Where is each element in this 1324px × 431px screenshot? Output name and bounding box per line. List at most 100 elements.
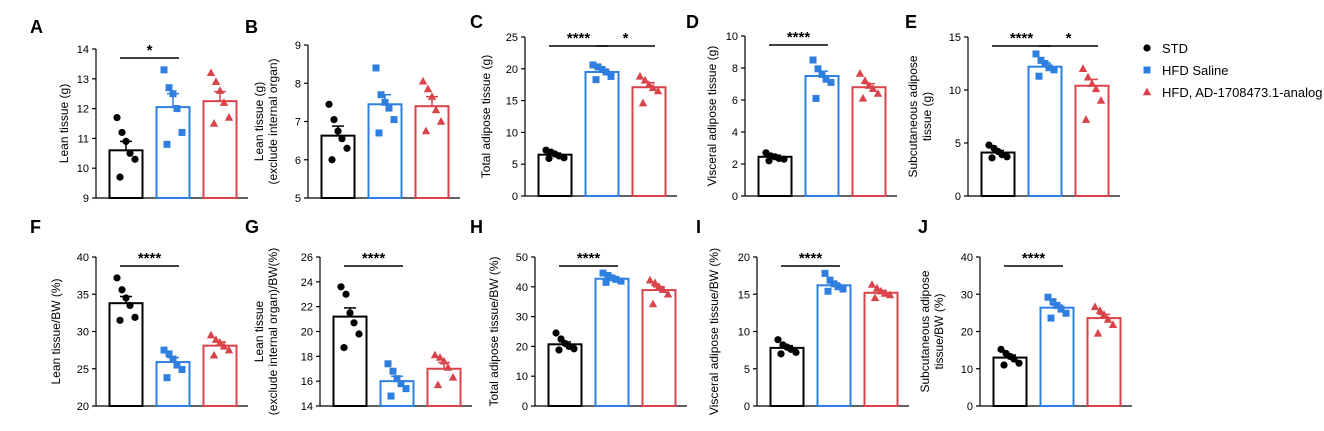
y-axis-label-line: Subcutaneous adipose [906, 55, 920, 177]
data-point [343, 144, 351, 152]
y-tick-label: 5 [744, 364, 750, 376]
data-point [206, 68, 216, 77]
y-tick-label: 40 [516, 282, 528, 294]
legend-marker [1142, 87, 1152, 96]
data-point [436, 117, 446, 125]
bar-hfd-ad-1708473-1-analog [631, 86, 667, 197]
y-axis-label: Visceral adipose tissue/BW (%) [707, 248, 721, 415]
y-axis-label: Lean tissue (g) [57, 84, 71, 163]
data-point [116, 316, 124, 324]
data-point [638, 98, 648, 107]
panel-h: H 0 10 20 30 40 50 Total adipose tissue/BW (%) *… [470, 217, 687, 413]
data-point [350, 319, 358, 327]
bar-hfd-saline [804, 75, 840, 197]
data-point [160, 346, 168, 354]
data-point [812, 94, 820, 102]
data-point [423, 84, 433, 93]
data-point [355, 330, 363, 338]
panel-label: F [30, 217, 41, 237]
data-point [607, 72, 615, 80]
data-point [774, 336, 782, 344]
data-point [1035, 72, 1043, 80]
bar-hfd-ad-1708473-1-analog [863, 291, 899, 408]
y-tick-label: 10 [738, 327, 750, 339]
data-point [592, 76, 600, 84]
data-point [873, 89, 883, 97]
data-point [598, 65, 606, 73]
y-tick-label: 5 [512, 159, 518, 171]
significance-label: **** [1022, 250, 1046, 267]
data-point [612, 275, 620, 283]
panel-f: F 20 25 30 35 40 Lean tissue/BW (%) **** [30, 217, 248, 413]
data-point [224, 345, 234, 354]
y-axis-label-line: Visceral adipose tissue (g) [705, 46, 719, 187]
panel-label: A [30, 17, 43, 37]
data-point [552, 329, 560, 337]
y-tick-label: 9 [83, 193, 89, 205]
data-point [589, 61, 597, 69]
data-point [648, 83, 658, 92]
bar-hfd-saline [584, 70, 620, 197]
data-point [821, 269, 829, 277]
y-axis-label-line: Total adipose tissue/BW (%) [487, 256, 501, 406]
data-point [824, 287, 832, 295]
bar-hfd-ad-1708473-1-analog [202, 100, 238, 199]
data-point [427, 92, 437, 100]
y-tick-label: 10 [77, 163, 89, 175]
data-point [650, 278, 660, 287]
data-point [654, 282, 664, 290]
data-point [375, 129, 383, 137]
legend-label: HFD Saline [1162, 63, 1228, 78]
data-point [867, 280, 877, 288]
data-point [421, 126, 431, 135]
data-point [402, 385, 410, 393]
y-tick-label: 16 [301, 376, 313, 388]
y-axis-label-line: Visceral adipose tissue/BW (%) [707, 248, 721, 415]
bar-hfd-saline [594, 277, 630, 407]
panel-label: C [470, 12, 483, 32]
y-tick-label: 13 [77, 74, 89, 86]
significance-label: **** [362, 250, 386, 267]
y-tick-label: 2 [732, 159, 738, 171]
y-tick-label: 26 [301, 252, 313, 264]
y-axis-label: Lean tissue(exclude internal organ)/BW(%… [252, 248, 280, 415]
panel-label: G [245, 217, 259, 237]
bar-std [332, 315, 368, 408]
data-point [385, 104, 393, 112]
data-point [215, 86, 225, 94]
data-point [872, 283, 882, 292]
panel-label: J [918, 217, 928, 237]
data-point [173, 361, 181, 369]
data-point [215, 338, 225, 346]
data-point [1032, 50, 1040, 58]
data-point [1000, 361, 1008, 369]
data-point [173, 105, 181, 113]
y-tick-label: 6 [295, 155, 301, 167]
data-point [570, 345, 578, 353]
y-tick-label: 18 [301, 351, 313, 363]
y-tick-label: 20 [301, 327, 313, 339]
data-point [209, 350, 219, 359]
y-tick-label: 0 [512, 191, 518, 203]
y-axis-label-line: Subcutaneous adipose [918, 270, 932, 392]
data-point [334, 127, 342, 135]
data-point [653, 86, 663, 95]
data-point [433, 380, 443, 389]
y-axis-label: Subcutaneous adiposetissue (g) [906, 55, 934, 177]
y-tick-label: 8 [295, 78, 301, 90]
data-point [594, 63, 602, 71]
data-point [777, 350, 785, 358]
panel-g: G 14 16 18 20 22 24 26 Lean tissue(exclude inter… [245, 217, 472, 415]
y-axis-label: Visceral adipose tissue (g) [705, 46, 719, 187]
data-point [163, 140, 171, 148]
significance-label: **** [138, 250, 162, 267]
data-point [635, 71, 645, 80]
y-tick-label: 20 [516, 341, 528, 353]
bar-hfd-ad-1708473-1-analog [426, 367, 462, 407]
y-axis-label-line: (exclude internal organ)/BW(%) [266, 248, 280, 415]
data-point [387, 392, 395, 400]
y-axis-label: Subcutaneous adiposetissue/BW (%) [918, 270, 946, 392]
y-tick-label: 10 [506, 127, 518, 139]
